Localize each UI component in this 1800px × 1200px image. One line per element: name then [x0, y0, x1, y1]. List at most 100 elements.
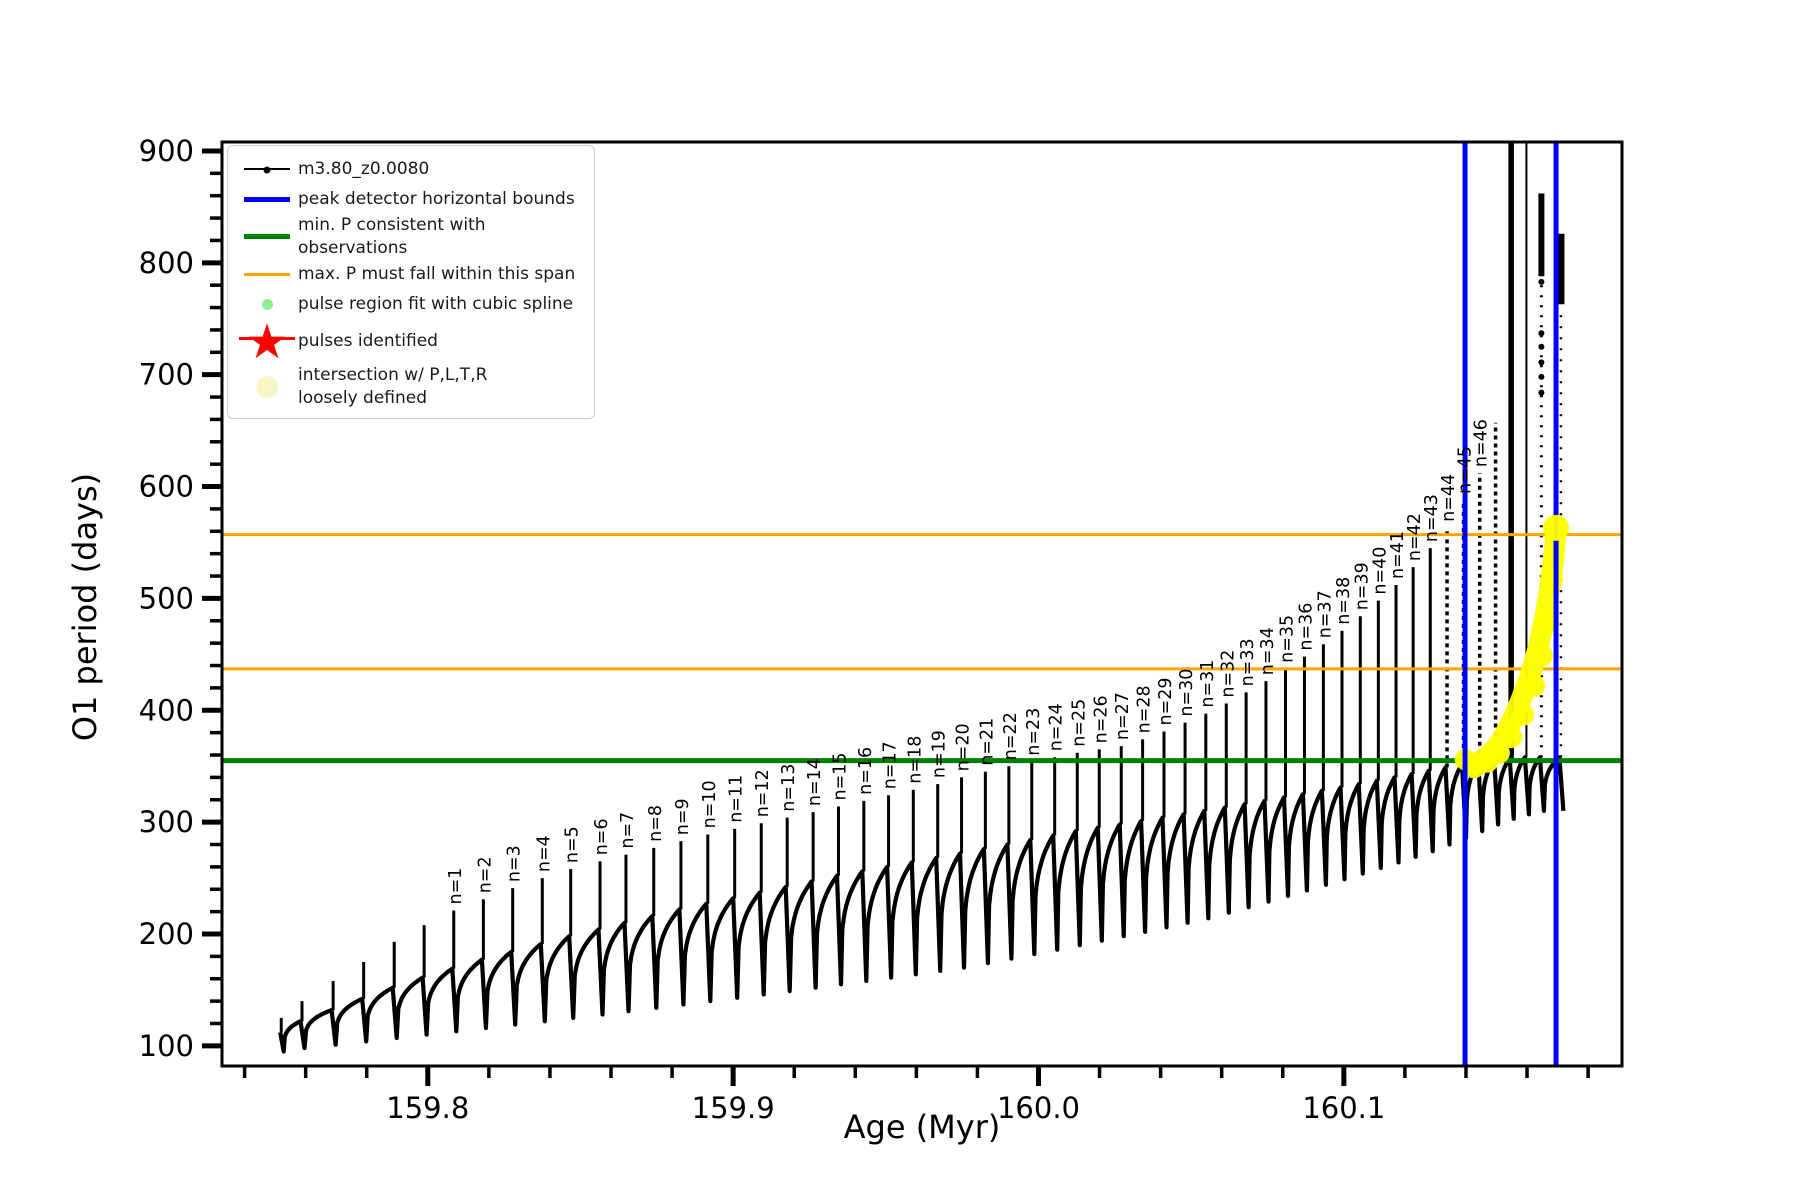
y-axis-label: O1 period (days) [66, 472, 104, 742]
pulse-annotation: n=35 [1278, 615, 1298, 663]
y-tick-label: 500 [139, 581, 194, 615]
pulse-annotation: n=17 [881, 741, 901, 789]
legend-item-pulses: ★ pulses identified [236, 318, 584, 366]
intersection-droplet [1487, 741, 1510, 764]
red-star-icon: ★ [236, 318, 298, 366]
pulse-annotation: n=46 [1472, 419, 1492, 467]
sparse-dot [1538, 330, 1545, 337]
pulse-annotation: n=30 [1177, 669, 1197, 717]
legend-label: peak detector horizontal bounds [298, 188, 575, 209]
pulse-annotation: n=7 [618, 812, 638, 849]
pulse-annotation: n=23 [1024, 708, 1044, 756]
intersection-droplet [1500, 726, 1523, 749]
legend-item-max-p: max. P must fall within this span [236, 260, 584, 290]
pulse-annotation: n=39 [1352, 562, 1372, 610]
pulse-annotation: n=3 [505, 845, 525, 882]
pulse-annotation: n=45 [1456, 446, 1476, 494]
intersection-droplet [1512, 703, 1535, 726]
sparse-dot [1538, 278, 1545, 285]
pulse-annotation: n=4 [534, 835, 554, 872]
y-tick-label: 700 [139, 358, 194, 392]
legend-item-series: m3.80_z0.0080 [236, 154, 584, 184]
pulse-annotation: n=41 [1388, 531, 1408, 579]
pulse-annotation: n=28 [1135, 685, 1155, 733]
y-tick-label: 400 [139, 693, 194, 727]
pulse-annotation: n=26 [1091, 695, 1111, 743]
pulse-annotation: n=20 [954, 723, 974, 771]
blue-line-icon [236, 196, 298, 202]
pulse-annotation: n=2 [475, 856, 495, 893]
pulse-annotation: n=40 [1370, 547, 1390, 595]
pulse-annotation: n=13 [779, 764, 799, 812]
sparse-dot [1538, 373, 1545, 380]
legend-item-spline: pulse region fit with cubic spline [236, 290, 584, 320]
pulse-annotation: n=34 [1258, 627, 1278, 675]
pulse-annotation: n=21 [977, 718, 997, 766]
pulse-annotation: n=29 [1156, 677, 1176, 725]
plot-frame [220, 140, 1624, 1068]
pulse-annotation: n=18 [905, 736, 925, 784]
y-tick-label: 100 [139, 1029, 194, 1063]
pulse-annotation: n=16 [856, 747, 876, 795]
x-tick-label: 160.1 [1302, 1091, 1385, 1125]
pulse-annotation: n=32 [1218, 650, 1238, 698]
pulse-annotation: n=33 [1238, 638, 1258, 686]
pulse-annotation: n=44 [1439, 474, 1459, 522]
y-tick-label: 900 [139, 134, 194, 168]
pulse-annotation: n=38 [1334, 577, 1354, 625]
pulse-annotation: n=37 [1315, 590, 1335, 638]
legend-label: pulses identified [298, 331, 438, 352]
intersection-cap [1543, 514, 1570, 541]
sparse-dot [1538, 359, 1545, 366]
y-tick-label: 300 [139, 805, 194, 839]
pulse-annotation: n=19 [930, 730, 950, 778]
pulse-annotation: n=22 [1001, 712, 1021, 760]
legend-label: m3.80_z0.0080 [298, 158, 430, 179]
data-region [222, 142, 1622, 1066]
legend-item-intersection: intersection w/ P,L,T,R loosely defined [236, 364, 584, 410]
pulse-annotation: n=12 [753, 769, 773, 817]
legend-label: max. P must fall within this span [298, 264, 576, 285]
x-tick-label: 159.9 [692, 1091, 775, 1125]
legend-item-min-p: min. P consistent with observations [236, 214, 584, 260]
x-tick-label: 159.8 [386, 1091, 469, 1125]
pulse-annotation: n=1 [446, 868, 466, 905]
pulse-annotation: n=10 [700, 780, 720, 828]
y-tick-label: 800 [139, 246, 194, 280]
x-tick-label: 160.0 [997, 1091, 1080, 1125]
sparse-dot [1538, 389, 1545, 396]
orange-line-icon [236, 273, 298, 277]
pulse-annotation: n=14 [805, 758, 825, 806]
x-axis-label: Age (Myr) [843, 1108, 1001, 1146]
pulse-annotation: n=31 [1198, 660, 1218, 708]
legend-label: pulse region fit with cubic spline [298, 294, 574, 315]
y-tick-label: 200 [139, 917, 194, 951]
pulse-annotation: n=5 [563, 826, 583, 863]
pale-yellow-dot-icon [236, 375, 298, 398]
pulse-annotation: n=24 [1047, 703, 1067, 751]
pulse-annotation: n=6 [592, 818, 612, 855]
pulse-annotation: n=36 [1296, 603, 1316, 651]
green-dot-icon [236, 299, 298, 311]
pulse-annotation: n=27 [1113, 692, 1133, 740]
pulse-annotation: n=9 [673, 798, 693, 835]
legend-item-peak-bounds: peak detector horizontal bounds [236, 184, 584, 214]
intersection-droplet [1523, 674, 1546, 697]
pulse-annotation: n=25 [1069, 699, 1089, 747]
intersection-droplet [1531, 644, 1553, 667]
pulse-annotation: n=8 [646, 805, 666, 842]
legend-label: intersection w/ P,L,T,R loosely defined [298, 364, 488, 408]
sparse-dot [1538, 343, 1545, 350]
pulse-annotation: n=43 [1422, 494, 1442, 542]
green-line-icon [236, 234, 298, 240]
pulse-annotation: n=11 [727, 775, 747, 823]
pulse-annotation: n=42 [1405, 513, 1425, 561]
pulse-annotation: n=15 [831, 752, 851, 800]
series-line-marker-icon [236, 166, 298, 174]
y-tick-label: 600 [139, 470, 194, 504]
intersection-droplet [1541, 568, 1564, 591]
legend: m3.80_z0.0080 peak detector horizontal b… [227, 145, 595, 419]
series-track [278, 755, 1566, 1054]
